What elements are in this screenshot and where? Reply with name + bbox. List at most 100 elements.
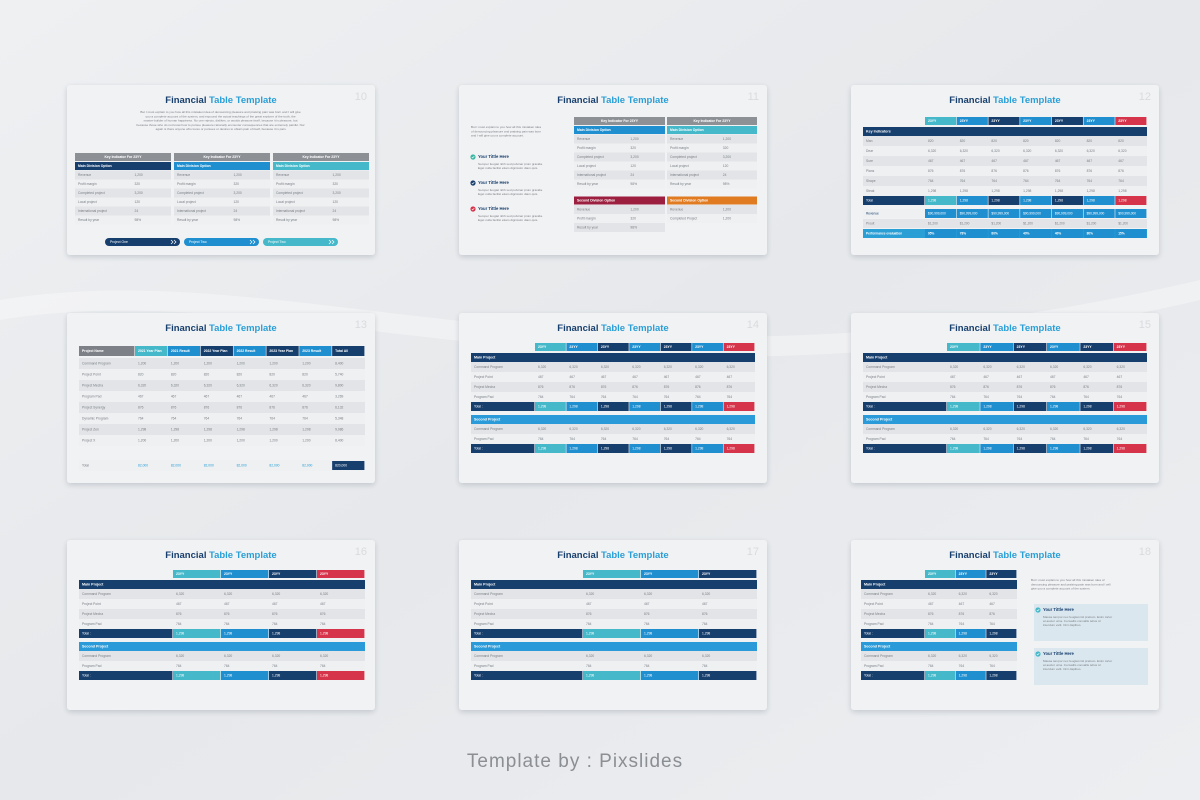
row-label: Completed Project [670, 216, 697, 220]
cell-value: 6,320 [601, 365, 609, 369]
cell-value: 876 [138, 405, 144, 409]
column-header [947, 343, 980, 351]
total-label: Total : [474, 631, 483, 635]
table-row [79, 413, 365, 424]
total-label-cell [863, 444, 947, 453]
row-label: Program Pad [474, 437, 494, 441]
cell-value: 876 [928, 169, 934, 173]
cell-value: 764 [204, 416, 210, 420]
cell-value: 1,200 [302, 438, 310, 442]
cell-value: 467 [960, 159, 966, 163]
column-header-text: 23YY [569, 345, 578, 349]
cell-value: 24 [333, 209, 337, 213]
row-label: Profit margin [577, 146, 596, 150]
column-header-text: 23YY [959, 572, 968, 576]
cell-value: 6,320 [664, 365, 672, 369]
cell-value: 98% [333, 218, 340, 222]
section-bar [861, 580, 1017, 589]
section-title: Main Project [82, 582, 104, 586]
cell-value: 1,200 [723, 216, 731, 220]
column-header [955, 570, 986, 578]
column-header [535, 343, 566, 351]
row-label: Local project [276, 200, 295, 204]
section-title: Main Division Option [177, 164, 211, 168]
title-second: Table Template [601, 323, 669, 334]
total-label-cell [471, 444, 535, 453]
table-row [273, 206, 369, 216]
column-header [317, 570, 365, 578]
cell-value: 820 [1118, 139, 1124, 143]
cell-value: 876 [664, 385, 670, 389]
section-bar [471, 580, 757, 589]
cell-value: 467 [983, 375, 989, 379]
cell-value: 764 [989, 664, 995, 668]
total-cell [641, 629, 699, 638]
column-header [692, 343, 723, 351]
cell-value: 467 [1050, 375, 1056, 379]
summary-label: Revenue [866, 211, 879, 215]
row-label: Program Pad [474, 664, 494, 668]
cell-value: 6,320 [727, 365, 735, 369]
row-label: Command Program [474, 365, 503, 369]
cell-value: 764 [1050, 437, 1056, 441]
cell-value: 6,320 [727, 427, 735, 431]
table-header [75, 153, 171, 161]
table-row [471, 609, 757, 619]
total-cell [583, 671, 641, 680]
total-cell [986, 671, 1017, 680]
cell-value: 467 [538, 375, 544, 379]
table-row [79, 435, 365, 446]
row-label: Program Pad [864, 664, 884, 668]
summary-cell [1083, 209, 1115, 218]
row-label: Project Zen [82, 427, 99, 431]
column-header-text: 23YY [664, 345, 673, 349]
table-row [667, 179, 757, 189]
total-value: 1,298 [928, 673, 936, 677]
column-header [629, 343, 661, 351]
table-row [471, 362, 755, 372]
cell-value: 820 [302, 372, 308, 376]
cell-value: 6,320 [204, 383, 212, 387]
total-cell [988, 196, 1020, 205]
column-header-text: 23YY [320, 572, 329, 576]
cell-value: 820 [1087, 139, 1093, 143]
section-bar [574, 126, 665, 134]
cell-value: 876 [702, 612, 708, 616]
total-cell [925, 629, 956, 638]
cell-value: 6,320 [1083, 427, 1091, 431]
cell-value: 467 [237, 394, 243, 398]
total-value: 1,298 [928, 631, 936, 635]
title-first: Financial [949, 95, 990, 106]
cell-value: 3,200 [723, 155, 731, 159]
cell-value: 320 [630, 146, 636, 150]
cell-value: 820 [960, 139, 966, 143]
row-label: Command Program [82, 361, 111, 365]
item-text: Semper feugiat nibh sed pulvinar proin g… [478, 214, 544, 222]
total-cell [597, 402, 629, 411]
bullet-icon [470, 180, 476, 186]
column-header [79, 346, 135, 356]
cell-value: 820 [928, 139, 934, 143]
cell-value: 98% [630, 182, 637, 186]
row-label: Command Program [866, 427, 895, 431]
table-row [861, 651, 1017, 661]
cell-value: 1,200 [204, 361, 212, 365]
cell-value: 1,200 [630, 137, 638, 141]
check-mark [1036, 652, 1040, 656]
column-header [221, 570, 269, 578]
cell-value: 6,320 [959, 592, 967, 596]
row-label: Completed project [276, 191, 303, 195]
cell-value: 1,200 [269, 438, 277, 442]
total-cell [583, 629, 641, 638]
cell-value: 764 [272, 664, 278, 668]
cell-value: 6,320 [959, 654, 967, 658]
total-cell [269, 629, 317, 638]
cell-value: 876 [1023, 169, 1029, 173]
total-cell [1115, 196, 1147, 205]
summary-cell [1115, 209, 1147, 218]
section-bar [174, 162, 270, 170]
cell-value: 764 [138, 416, 144, 420]
cell-value: 120 [234, 200, 240, 204]
cell-value: 320 [630, 216, 636, 220]
cell-value: 6,320 [320, 654, 328, 658]
